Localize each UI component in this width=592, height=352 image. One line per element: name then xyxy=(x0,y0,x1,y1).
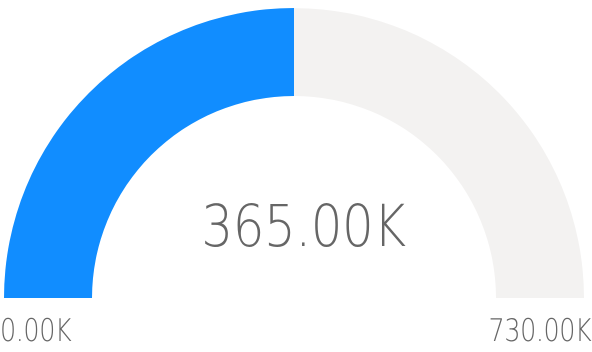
gauge-min-label: 0.00K xyxy=(0,313,72,349)
gauge-fill xyxy=(4,8,294,298)
gauge-value-label: 365.00K xyxy=(201,192,406,260)
gauge-max-label: 730.00K xyxy=(488,313,591,349)
